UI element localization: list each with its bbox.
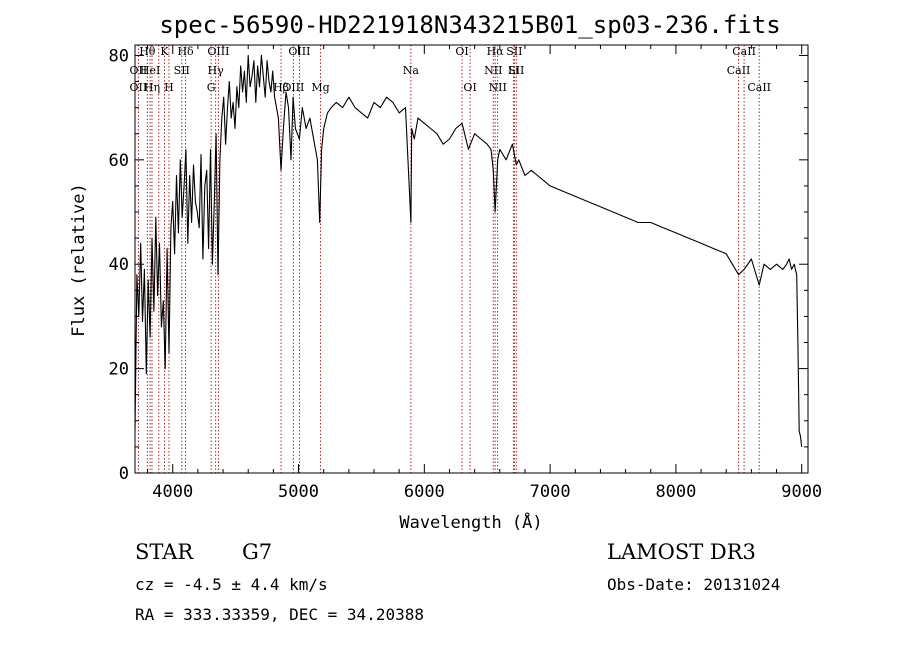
line-label: H bbox=[164, 81, 174, 94]
emission-line-markers bbox=[137, 45, 760, 473]
y-tick-label: 0 bbox=[119, 464, 129, 484]
x-tick-label: 7000 bbox=[530, 482, 571, 502]
object-class: STAR bbox=[135, 540, 194, 564]
spectrum-line bbox=[134, 54, 803, 447]
line-label: Hγ bbox=[208, 64, 225, 77]
line-label: Hθ bbox=[139, 45, 156, 58]
y-tick-label: 80 bbox=[109, 46, 129, 66]
line-label: CaII bbox=[732, 45, 756, 58]
line-label: Hδ bbox=[177, 45, 194, 58]
y-axis-title: Flux (relative) bbox=[69, 183, 89, 337]
x-tick-label: 4000 bbox=[152, 482, 193, 502]
line-label: Hη bbox=[144, 81, 160, 94]
line-label: OIII bbox=[288, 45, 310, 58]
line-label: Mg bbox=[311, 81, 329, 94]
line-label: Na bbox=[403, 64, 420, 77]
x-axis-title: Wavelength (Å) bbox=[399, 511, 542, 533]
line-label: OII bbox=[130, 81, 148, 94]
line-label: K bbox=[160, 45, 169, 58]
line-label: OII bbox=[130, 64, 148, 77]
x-axis-ticks: 4000 5000 6000 7000 8000 9000 bbox=[147, 45, 822, 502]
line-label: Hα bbox=[487, 45, 505, 58]
redshift-value: cz = -4.5 ± 4.4 km/s bbox=[135, 575, 328, 594]
plot-frame bbox=[134, 44, 809, 474]
obs-date: Obs-Date: 20131024 bbox=[607, 575, 780, 594]
line-label: OI bbox=[455, 45, 468, 58]
line-label: Li bbox=[508, 64, 519, 77]
object-subclass: G7 bbox=[242, 540, 272, 564]
coordinates: RA = 333.33359, DEC = 34.20388 bbox=[135, 605, 424, 624]
x-tick-label: 8000 bbox=[655, 482, 696, 502]
x-tick-label: 9000 bbox=[781, 482, 822, 502]
line-label: NII bbox=[484, 64, 502, 77]
line-label: SII bbox=[506, 45, 522, 58]
line-label: NII bbox=[489, 81, 507, 94]
line-label: OIII bbox=[282, 81, 304, 94]
line-label: SII bbox=[174, 64, 190, 77]
line-label: Hβ bbox=[273, 81, 289, 94]
survey-name: LAMOST DR3 bbox=[607, 540, 756, 564]
line-label: SII bbox=[508, 64, 524, 77]
y-axis-ticks: 0 20 40 60 80 bbox=[109, 46, 808, 484]
line-label: CaII bbox=[747, 81, 771, 94]
line-label: CaII bbox=[727, 64, 751, 77]
chart-title: spec-56590-HD221918N343215B01_sp03-236.f… bbox=[159, 11, 780, 39]
line-label: G bbox=[207, 81, 216, 94]
x-tick-label: 5000 bbox=[278, 482, 319, 502]
line-label: OI bbox=[463, 81, 476, 94]
y-tick-label: 60 bbox=[109, 151, 129, 171]
x-tick-label: 6000 bbox=[404, 482, 445, 502]
line-label: OIII bbox=[207, 45, 229, 58]
y-tick-label: 20 bbox=[109, 360, 129, 380]
line-label: HeI bbox=[140, 64, 160, 77]
y-tick-label: 40 bbox=[109, 255, 129, 275]
